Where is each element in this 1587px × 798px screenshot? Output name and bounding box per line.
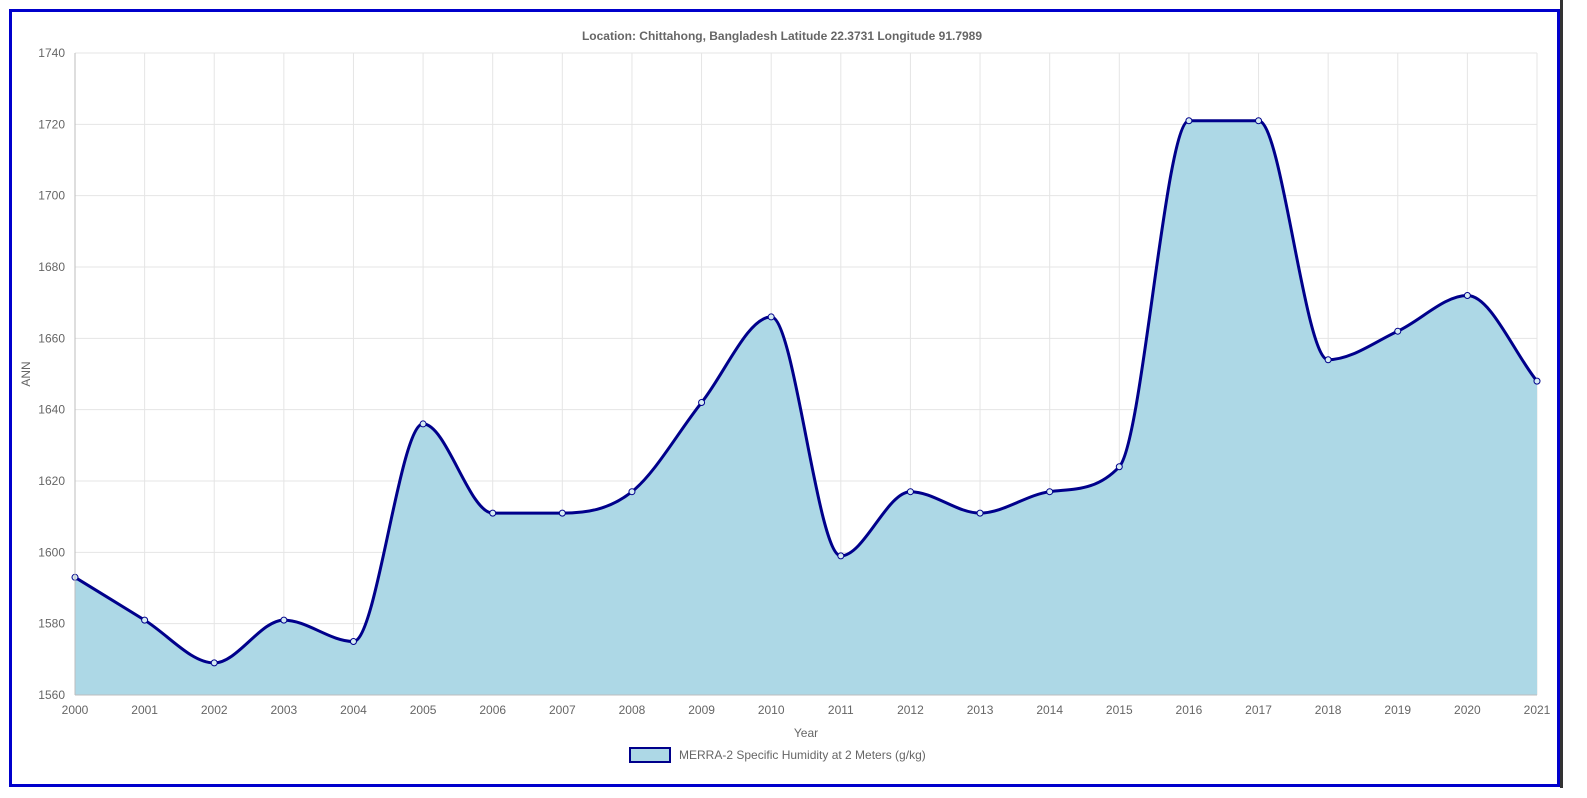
data-point-2015[interactable] (1115, 463, 1123, 471)
x-tick-label-2006: 2006 (479, 703, 506, 717)
data-point-2014[interactable] (1046, 488, 1054, 496)
legend[interactable]: MERRA-2 Specific Humidity at 2 Meters (g… (629, 747, 926, 763)
data-point-2012[interactable] (906, 488, 914, 496)
y-tick-label-1620: 1620 (38, 474, 65, 488)
y-tick-label-1720: 1720 (38, 117, 65, 131)
x-tick-label-2008: 2008 (619, 703, 646, 717)
data-point-2001[interactable] (141, 616, 149, 624)
data-point-2004[interactable] (349, 638, 357, 645)
x-tick-label-2012: 2012 (897, 703, 924, 717)
x-tick-label-2002: 2002 (201, 703, 228, 717)
x-tick-label-2000: 2000 (62, 703, 89, 717)
area-series (74, 119, 1539, 696)
data-point-2009[interactable] (698, 399, 706, 407)
frame-edge (1560, 0, 1563, 788)
area-fill (75, 120, 1537, 696)
x-axis-title: Year (794, 726, 818, 740)
data-point-2011[interactable] (837, 552, 845, 560)
axes (74, 53, 1537, 696)
y-tick-label-1660: 1660 (38, 331, 65, 345)
data-point-2005[interactable] (419, 420, 427, 428)
data-point-2019[interactable] (1394, 327, 1402, 335)
data-point-2021[interactable] (1533, 377, 1541, 385)
y-axis-title: ANN (19, 361, 33, 386)
x-tick-label-2018: 2018 (1315, 703, 1342, 717)
data-point-2017[interactable] (1255, 117, 1263, 125)
x-tick-label-2020: 2020 (1454, 703, 1481, 717)
legend-label[interactable]: MERRA-2 Specific Humidity at 2 Meters (g… (679, 748, 926, 762)
y-tick-label-1680: 1680 (38, 260, 65, 274)
chart-title: Location: Chittahong, Bangladesh Latitud… (582, 29, 982, 43)
x-tick-label-2007: 2007 (549, 703, 576, 717)
y-tick-label-1740: 1740 (38, 46, 65, 60)
x-tick-label-2003: 2003 (271, 703, 298, 717)
x-tick-label-2013: 2013 (967, 703, 994, 717)
data-point-2006[interactable] (489, 509, 497, 517)
data-point-2013[interactable] (976, 509, 984, 517)
y-tick-label-1700: 1700 (38, 189, 65, 203)
x-tick-label-2004: 2004 (340, 703, 367, 717)
x-tick-label-2011: 2011 (828, 703, 854, 717)
x-tick-label-2019: 2019 (1384, 703, 1411, 717)
x-tick-label-2016: 2016 (1176, 703, 1203, 717)
data-point-2016[interactable] (1185, 117, 1193, 125)
x-tick-label-2015: 2015 (1106, 703, 1133, 717)
y-tick-label-1600: 1600 (38, 545, 65, 559)
data-point-2002[interactable] (210, 659, 218, 667)
data-point-2008[interactable] (628, 488, 636, 496)
data-point-2003[interactable] (280, 616, 288, 624)
x-tick-label-2021: 2021 (1524, 703, 1551, 717)
x-tick-label-2010: 2010 (758, 703, 785, 717)
y-tick-label-1560: 1560 (38, 688, 65, 702)
x-tick-label-2005: 2005 (410, 703, 437, 717)
data-point-2020[interactable] (1463, 292, 1471, 300)
x-tick-label-2014: 2014 (1036, 703, 1063, 717)
y-tick-label-1640: 1640 (38, 403, 65, 417)
data-point-2010[interactable] (767, 313, 775, 321)
x-tick-label-2009: 2009 (688, 703, 715, 717)
data-point-2018[interactable] (1324, 356, 1332, 364)
x-tick-label-2017: 2017 (1245, 703, 1272, 717)
x-tick-label-2001: 2001 (131, 703, 158, 717)
y-tick-labels: 1560 1580 1600 1620 1640 1660 1680 1700 1720 1740 (38, 46, 65, 702)
data-point-2007[interactable] (558, 509, 566, 517)
x-tick-labels: 2000 2001 2002 2003 2004 2005 2006 2007 2008 2009… (62, 703, 1551, 717)
legend-swatch[interactable] (629, 747, 671, 763)
y-tick-label-1580: 1580 (38, 617, 65, 631)
